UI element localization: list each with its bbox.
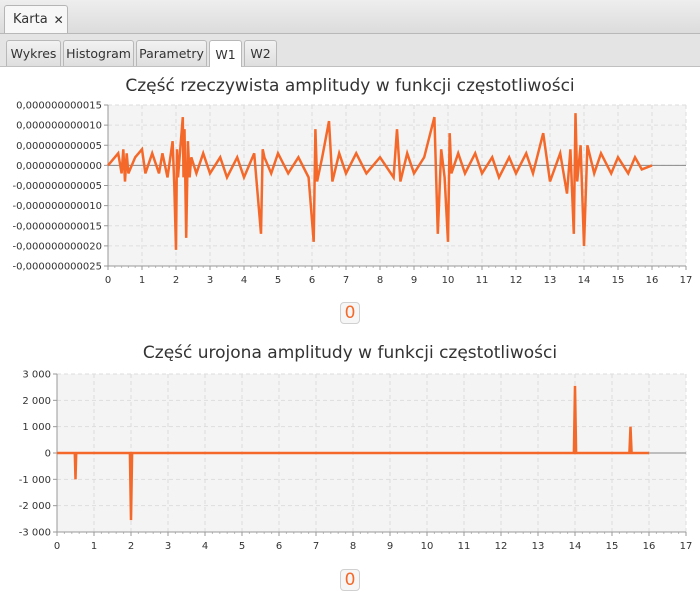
y-tick-label: -0,000000000020 [13, 241, 103, 252]
x-tick-label: 14 [569, 541, 582, 552]
x-tick-label: 1 [139, 275, 145, 286]
y-tick-label: 0 [45, 449, 51, 460]
series-line [57, 385, 649, 521]
x-tick-label: 5 [275, 275, 281, 286]
x-tick-label: 16 [643, 541, 656, 552]
window-tab-bar: Karta ✕ [0, 0, 700, 34]
x-tick-label: 13 [532, 541, 545, 552]
x-tick-label: 3 [165, 541, 171, 552]
y-tick-label: -0,000000000010 [13, 201, 103, 212]
x-tick-label: 16 [646, 275, 659, 286]
window-tab-label: Karta [13, 12, 48, 27]
x-tick-label: 1 [91, 541, 97, 552]
content-area: Część rzeczywista amplitudy w funkcji cz… [0, 67, 700, 600]
x-tick-label: 4 [202, 541, 208, 552]
tab-wykres[interactable]: Wykres [6, 40, 61, 66]
sub-tab-strip: Wykres Histogram Parametry W1 W2 [0, 34, 700, 67]
x-tick-label: 15 [612, 275, 625, 286]
x-tick-label: 6 [309, 275, 315, 286]
x-tick-label: 14 [578, 275, 591, 286]
y-tick-label: -3 000 [19, 528, 51, 539]
y-tick-label: 3 000 [22, 370, 51, 381]
x-tick-label: 11 [476, 275, 489, 286]
x-tick-label: 10 [421, 541, 434, 552]
y-tick-label: 2 000 [22, 396, 51, 407]
counter-button-real[interactable]: 0 [340, 302, 360, 324]
x-tick-label: 0 [54, 541, 60, 552]
x-tick-label: 12 [495, 541, 508, 552]
x-tick-label: 5 [239, 541, 245, 552]
x-tick-label: 8 [377, 275, 383, 286]
y-tick-label: -0,000000000015 [13, 221, 103, 232]
y-tick-label: -1 000 [19, 475, 51, 486]
close-icon[interactable]: ✕ [53, 12, 64, 27]
y-tick-label: 0,000000000015 [16, 101, 102, 112]
x-tick-label: 10 [442, 275, 455, 286]
y-tick-label: 0,000000000005 [16, 141, 102, 152]
y-tick-label: 1 000 [22, 422, 51, 433]
charts-svg: 0,000000000015 0,000000000010 0,0000000000… [13, 101, 693, 553]
y-tick-label: -0,000000000005 [13, 181, 103, 192]
tab-parametry[interactable]: Parametry [136, 40, 207, 66]
tab-w1[interactable]: W1 [209, 40, 242, 67]
counter-button-imag[interactable]: 0 [340, 569, 360, 591]
x-tick-label: 6 [276, 541, 282, 552]
tab-histogram[interactable]: Histogram [63, 40, 134, 66]
x-tick-label: 11 [458, 541, 471, 552]
x-tick-label: 4 [241, 275, 247, 286]
x-tick-label: 7 [343, 275, 349, 286]
x-tick-label: 15 [606, 541, 619, 552]
x-tick-label: 2 [173, 275, 179, 286]
x-tick-label: 3 [207, 275, 213, 286]
y-tick-label: 0,000000000000 [16, 161, 102, 172]
x-tick-label: 2 [128, 541, 134, 552]
x-tick-label: 17 [680, 275, 693, 286]
x-tick-label: 9 [387, 541, 393, 552]
x-tick-label: 12 [510, 275, 523, 286]
window-tab-karta[interactable]: Karta ✕ [4, 5, 68, 33]
x-tick-label: 13 [544, 275, 557, 286]
chart-title-imag: Część urojona amplitudy w funkcji często… [142, 343, 558, 363]
y-tick-label: -0,000000000025 [13, 262, 103, 273]
x-tick-label: 17 [680, 541, 693, 552]
chart-title-real: Część rzeczywista amplitudy w funkcji cz… [125, 76, 575, 96]
x-tick-label: 7 [313, 541, 319, 552]
y-tick-label: 0,000000000010 [16, 121, 102, 132]
tab-w2[interactable]: W2 [244, 40, 277, 66]
x-tick-label: 9 [411, 275, 417, 286]
y-tick-label: -2 000 [19, 501, 51, 512]
x-tick-label: 0 [105, 275, 111, 286]
x-tick-label: 8 [350, 541, 356, 552]
